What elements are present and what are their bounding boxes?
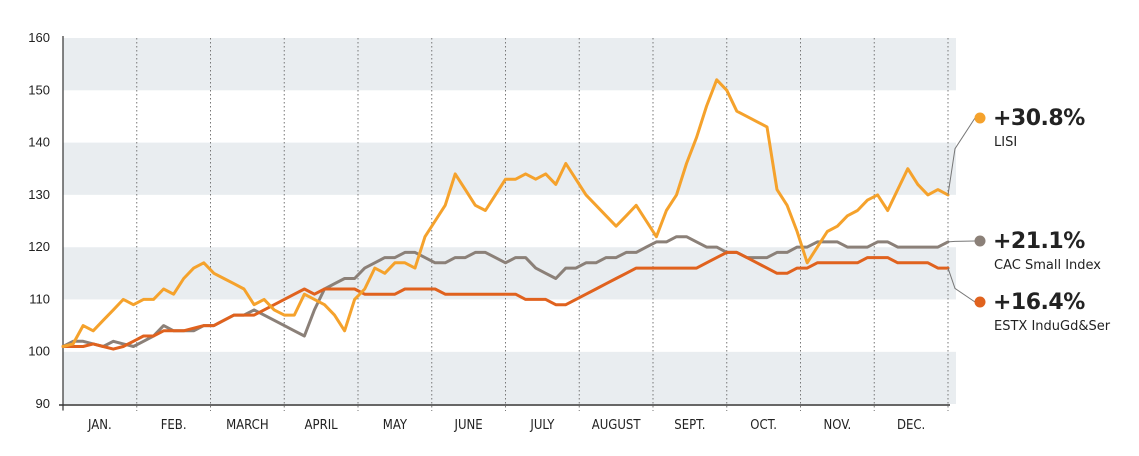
x-tick-label: JUNE [454,418,483,433]
x-tick-label: MARCH [226,418,269,433]
series-change-label: +30.8% [993,106,1085,131]
series-change-label: +21.1% [993,229,1085,254]
x-tick-label: DEC. [897,418,925,433]
series-change-label: +16.4% [993,290,1085,315]
y-axis-ticks: 90 100 110 120 130 140 150 160 [28,30,50,411]
series-name-label: ESTX InduGd&Ser [994,319,1111,334]
x-tick-label: JAN. [87,418,112,433]
grid-band [63,142,956,195]
x-tick-label: NOV. [823,418,851,433]
legend-dot [974,296,986,308]
legend-dot [974,235,986,247]
series-line-estx-indugd-ser [61,250,950,351]
leader-line [947,240,976,243]
legend-entry: +21.1% CAC Small Index [947,229,1101,273]
grid-band [63,351,956,404]
series-name-label: CAC Small Index [994,258,1101,273]
grid-band [63,247,956,300]
y-tick-label: 140 [28,135,50,150]
y-tick-label: 90 [36,396,50,411]
grid-band [63,299,956,352]
x-tick-label: OCT. [750,418,777,433]
x-tick-label: FEB. [161,418,187,433]
x-tick-label: SEPT. [674,418,705,433]
series-lines [61,78,950,351]
y-tick-label: 110 [29,291,50,306]
grid-band [63,90,956,143]
legend: +30.8% LISI +21.1% CAC Small Index +16.4% EST… [947,106,1111,334]
legend-entry: +16.4% ESTX InduGd&Ser [947,267,1111,334]
x-tick-label: APRIL [305,418,339,433]
x-tick-label: AUGUST [592,418,642,433]
x-tick-label: JULY [529,418,555,433]
grid-band [63,194,956,248]
y-tick-label: 130 [28,187,50,202]
x-tick-label: MAY [383,418,408,433]
y-tick-label: 160 [28,30,50,45]
leader-line [947,267,976,303]
leader-line [947,117,976,195]
x-axis-ticks: JAN. FEB. MARCH APRIL MAY JUNE JULY AUGUST SEPT.… [87,418,925,433]
grid-band [63,38,956,91]
y-tick-label: 120 [28,239,50,254]
series-line-lisi [61,78,950,348]
background-bands [63,38,956,404]
legend-dot [974,112,986,124]
y-tick-label: 100 [28,344,50,359]
y-tick-label: 150 [28,82,50,97]
series-name-label: LISI [994,135,1017,150]
legend-entry: +30.8% LISI [947,106,1086,195]
